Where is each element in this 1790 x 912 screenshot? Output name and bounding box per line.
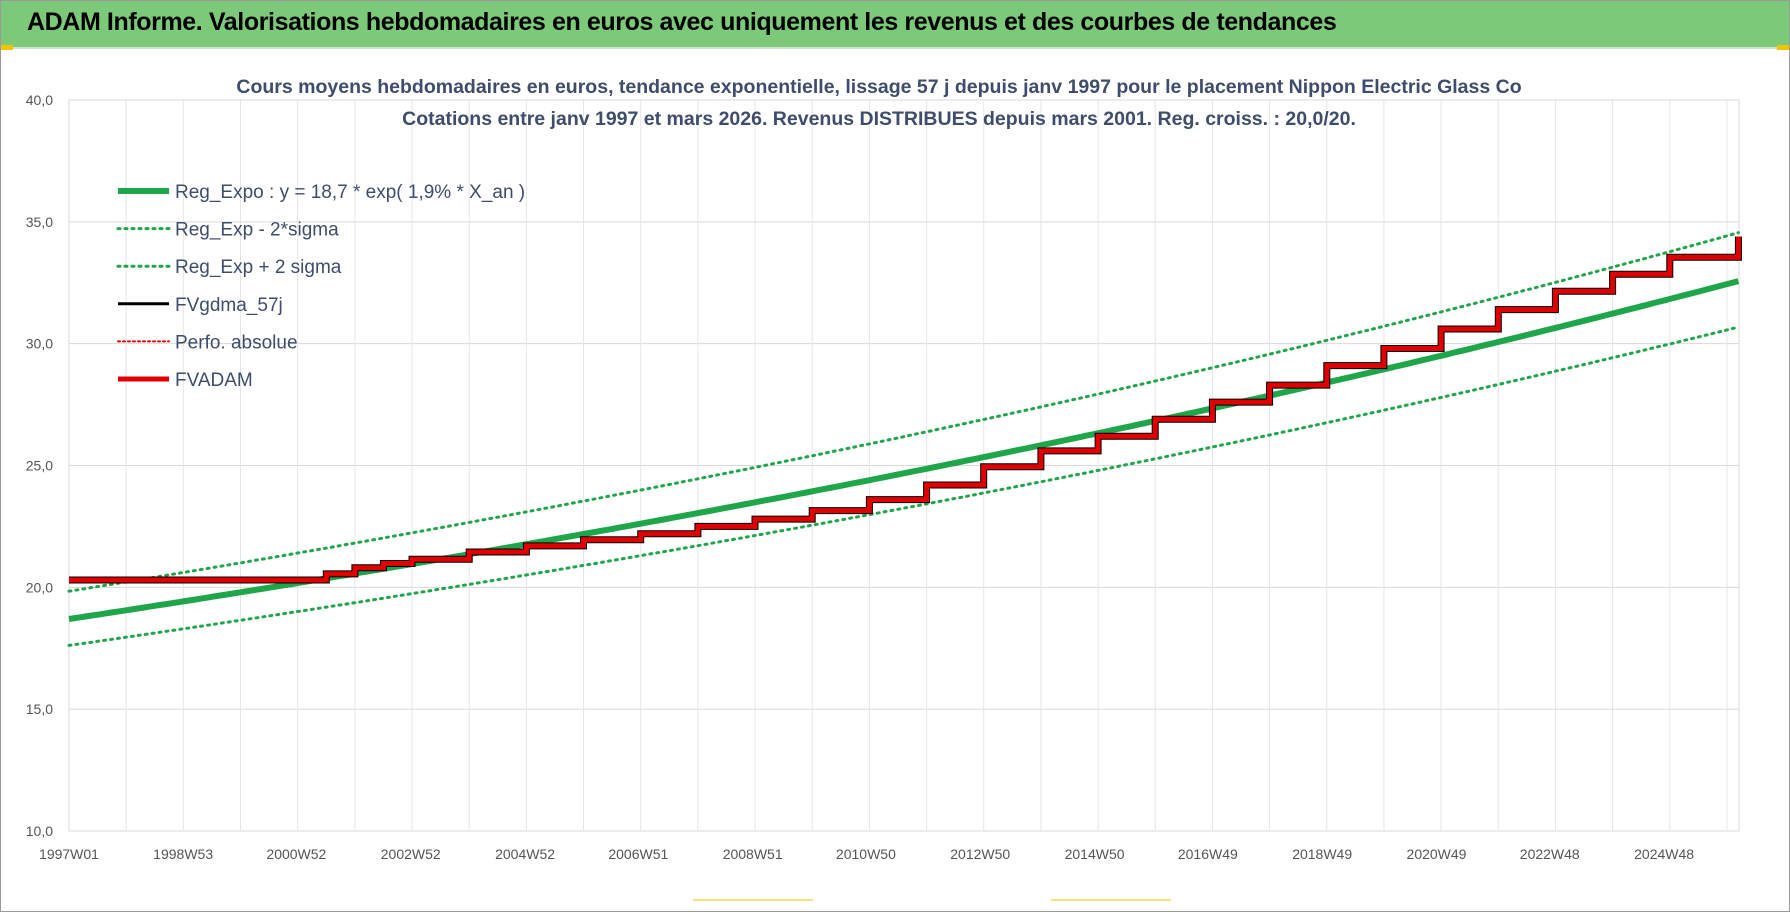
corner-marker [1777,45,1789,50]
footer-marker [693,899,813,901]
chart-legend: Reg_Expo : y = 18,7 * exp( 1,9% * X_an )… [116,182,525,391]
x-tick-label: 2024W48 [1634,846,1694,862]
x-tick-label: 2000W52 [266,846,326,862]
chart-lines [67,231,1742,647]
x-tick-label: 2016W49 [1178,846,1238,862]
fvgdma-57j-line [69,236,1742,584]
x-tick-label: 2010W50 [836,846,896,862]
x-tick-label: 1997W01 [39,846,99,862]
y-tick-label: 40,0 [26,92,53,108]
chart-grid [68,99,1740,832]
x-tick-label: 2008W51 [723,846,783,862]
report-title: ADAM Informe. Valorisations hebdomadaire… [27,8,1337,36]
y-tick-label: 20,0 [26,579,53,595]
y-tick-label: 25,0 [26,458,53,474]
x-tick-label: 2018W49 [1292,846,1352,862]
x-tick-label: 2014W50 [1065,846,1125,862]
x-tick-label: 2002W52 [381,846,441,862]
y-tick-label: 35,0 [26,214,53,230]
legend-entry: Reg_Expo : y = 18,7 * exp( 1,9% * X_an ) [175,182,525,203]
x-tick-label: 2012W50 [950,846,1010,862]
report-header: ADAM Informe. Valorisations hebdomadaire… [1,1,1789,49]
chart-subtitle: Cotations entre janv 1997 et mars 2026. … [402,108,1356,130]
y-tick-label: 15,0 [26,701,53,717]
chart-title: Cours moyens hebdomadaires en euros, ten… [236,76,1521,98]
legend-entry: FVgdma_57j [175,295,283,316]
legend-entry: Reg_Exp - 2*sigma [175,220,339,241]
corner-marker [1,45,13,50]
y-tick-label: 30,0 [26,336,53,352]
legend-entry: FVADAM [175,370,253,391]
reg-exp-plus-2sigma-line [67,231,1740,593]
fvadam-line [69,236,1741,583]
x-tick-label: 2022W48 [1520,846,1580,862]
x-tick-label: 2006W51 [608,846,668,862]
x-tick-label: 2004W52 [495,846,555,862]
x-tick-label: 1998W53 [153,846,213,862]
legend-entry: Perfo. absolue [175,332,298,353]
legend-entry: Reg_Exp + 2 sigma [175,257,342,278]
y-tick-label: 10,0 [26,823,53,839]
reg-exp-minus-2sigma-line [67,325,1740,647]
axis-labels: 10,0 15,0 20,0 25,0 30,0 35,0 40,0 1997W01 1998W… [26,92,1695,862]
footer-marker [1051,899,1171,901]
x-tick-label: 2020W49 [1407,846,1467,862]
